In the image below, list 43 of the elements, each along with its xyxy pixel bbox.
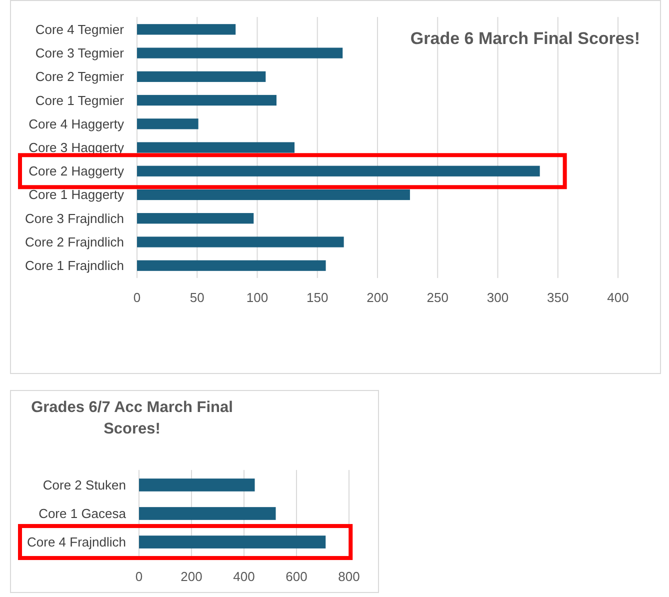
bar <box>139 536 326 548</box>
x-tick-label: 100 <box>246 290 268 305</box>
y-tick-label: Core 1 Tegmier <box>35 92 125 108</box>
x-tick-label: 0 <box>133 290 141 305</box>
bar <box>137 166 540 176</box>
x-tick-label: 250 <box>426 290 448 305</box>
bar <box>139 507 276 520</box>
bar <box>137 24 236 35</box>
text: Grade 6 March Final Scores! <box>410 29 640 48</box>
x-tick-label: 400 <box>233 569 255 584</box>
chart-title: Grades 6/7 Acc March Final Scores! <box>31 399 233 438</box>
bar <box>137 189 410 200</box>
x-tick-label: 200 <box>180 569 202 584</box>
y-tick-label: Core 2 Frajndlich <box>25 234 124 250</box>
y-tick-label: Core 1 Gacesa <box>38 506 127 521</box>
x-tick-label: 350 <box>547 290 569 305</box>
y-tick-label: Core 4 Tegmier <box>35 22 125 37</box>
bar <box>137 236 344 248</box>
y-tick-label: Core 2 Haggerty <box>28 164 124 179</box>
bar <box>137 118 198 130</box>
x-tick-label: 200 <box>366 290 388 305</box>
bar <box>139 478 255 492</box>
x-tick-label: 400 <box>607 290 629 305</box>
bar <box>137 260 326 271</box>
bar <box>137 48 343 58</box>
x-tick-label: 150 <box>306 290 328 305</box>
y-tick-label: Core 1 Frajndlich <box>25 258 124 274</box>
y-tick-label: Core 1 Haggerty <box>28 187 124 202</box>
x-tick-label: 800 <box>338 569 360 584</box>
bar <box>137 71 266 82</box>
bar <box>137 142 295 153</box>
bar <box>137 213 254 224</box>
y-tick-label: Core 2 Stuken <box>42 477 126 492</box>
bar <box>137 94 276 106</box>
y-tick-label: Core 4 Haggerty <box>28 116 124 132</box>
x-tick-label: 50 <box>190 290 204 305</box>
x-tick-label: 600 <box>286 569 308 584</box>
y-tick-label: Core 4 Frajndlich <box>27 534 126 550</box>
x-tick-label: 0 <box>135 569 143 584</box>
y-tick-label: Core 3 Frajndlich <box>25 210 124 226</box>
x-tick-label: 300 <box>486 290 509 305</box>
y-tick-label: Core 3 Tegmier <box>35 46 125 61</box>
y-tick-label: Core 2 Tegmier <box>35 69 125 84</box>
